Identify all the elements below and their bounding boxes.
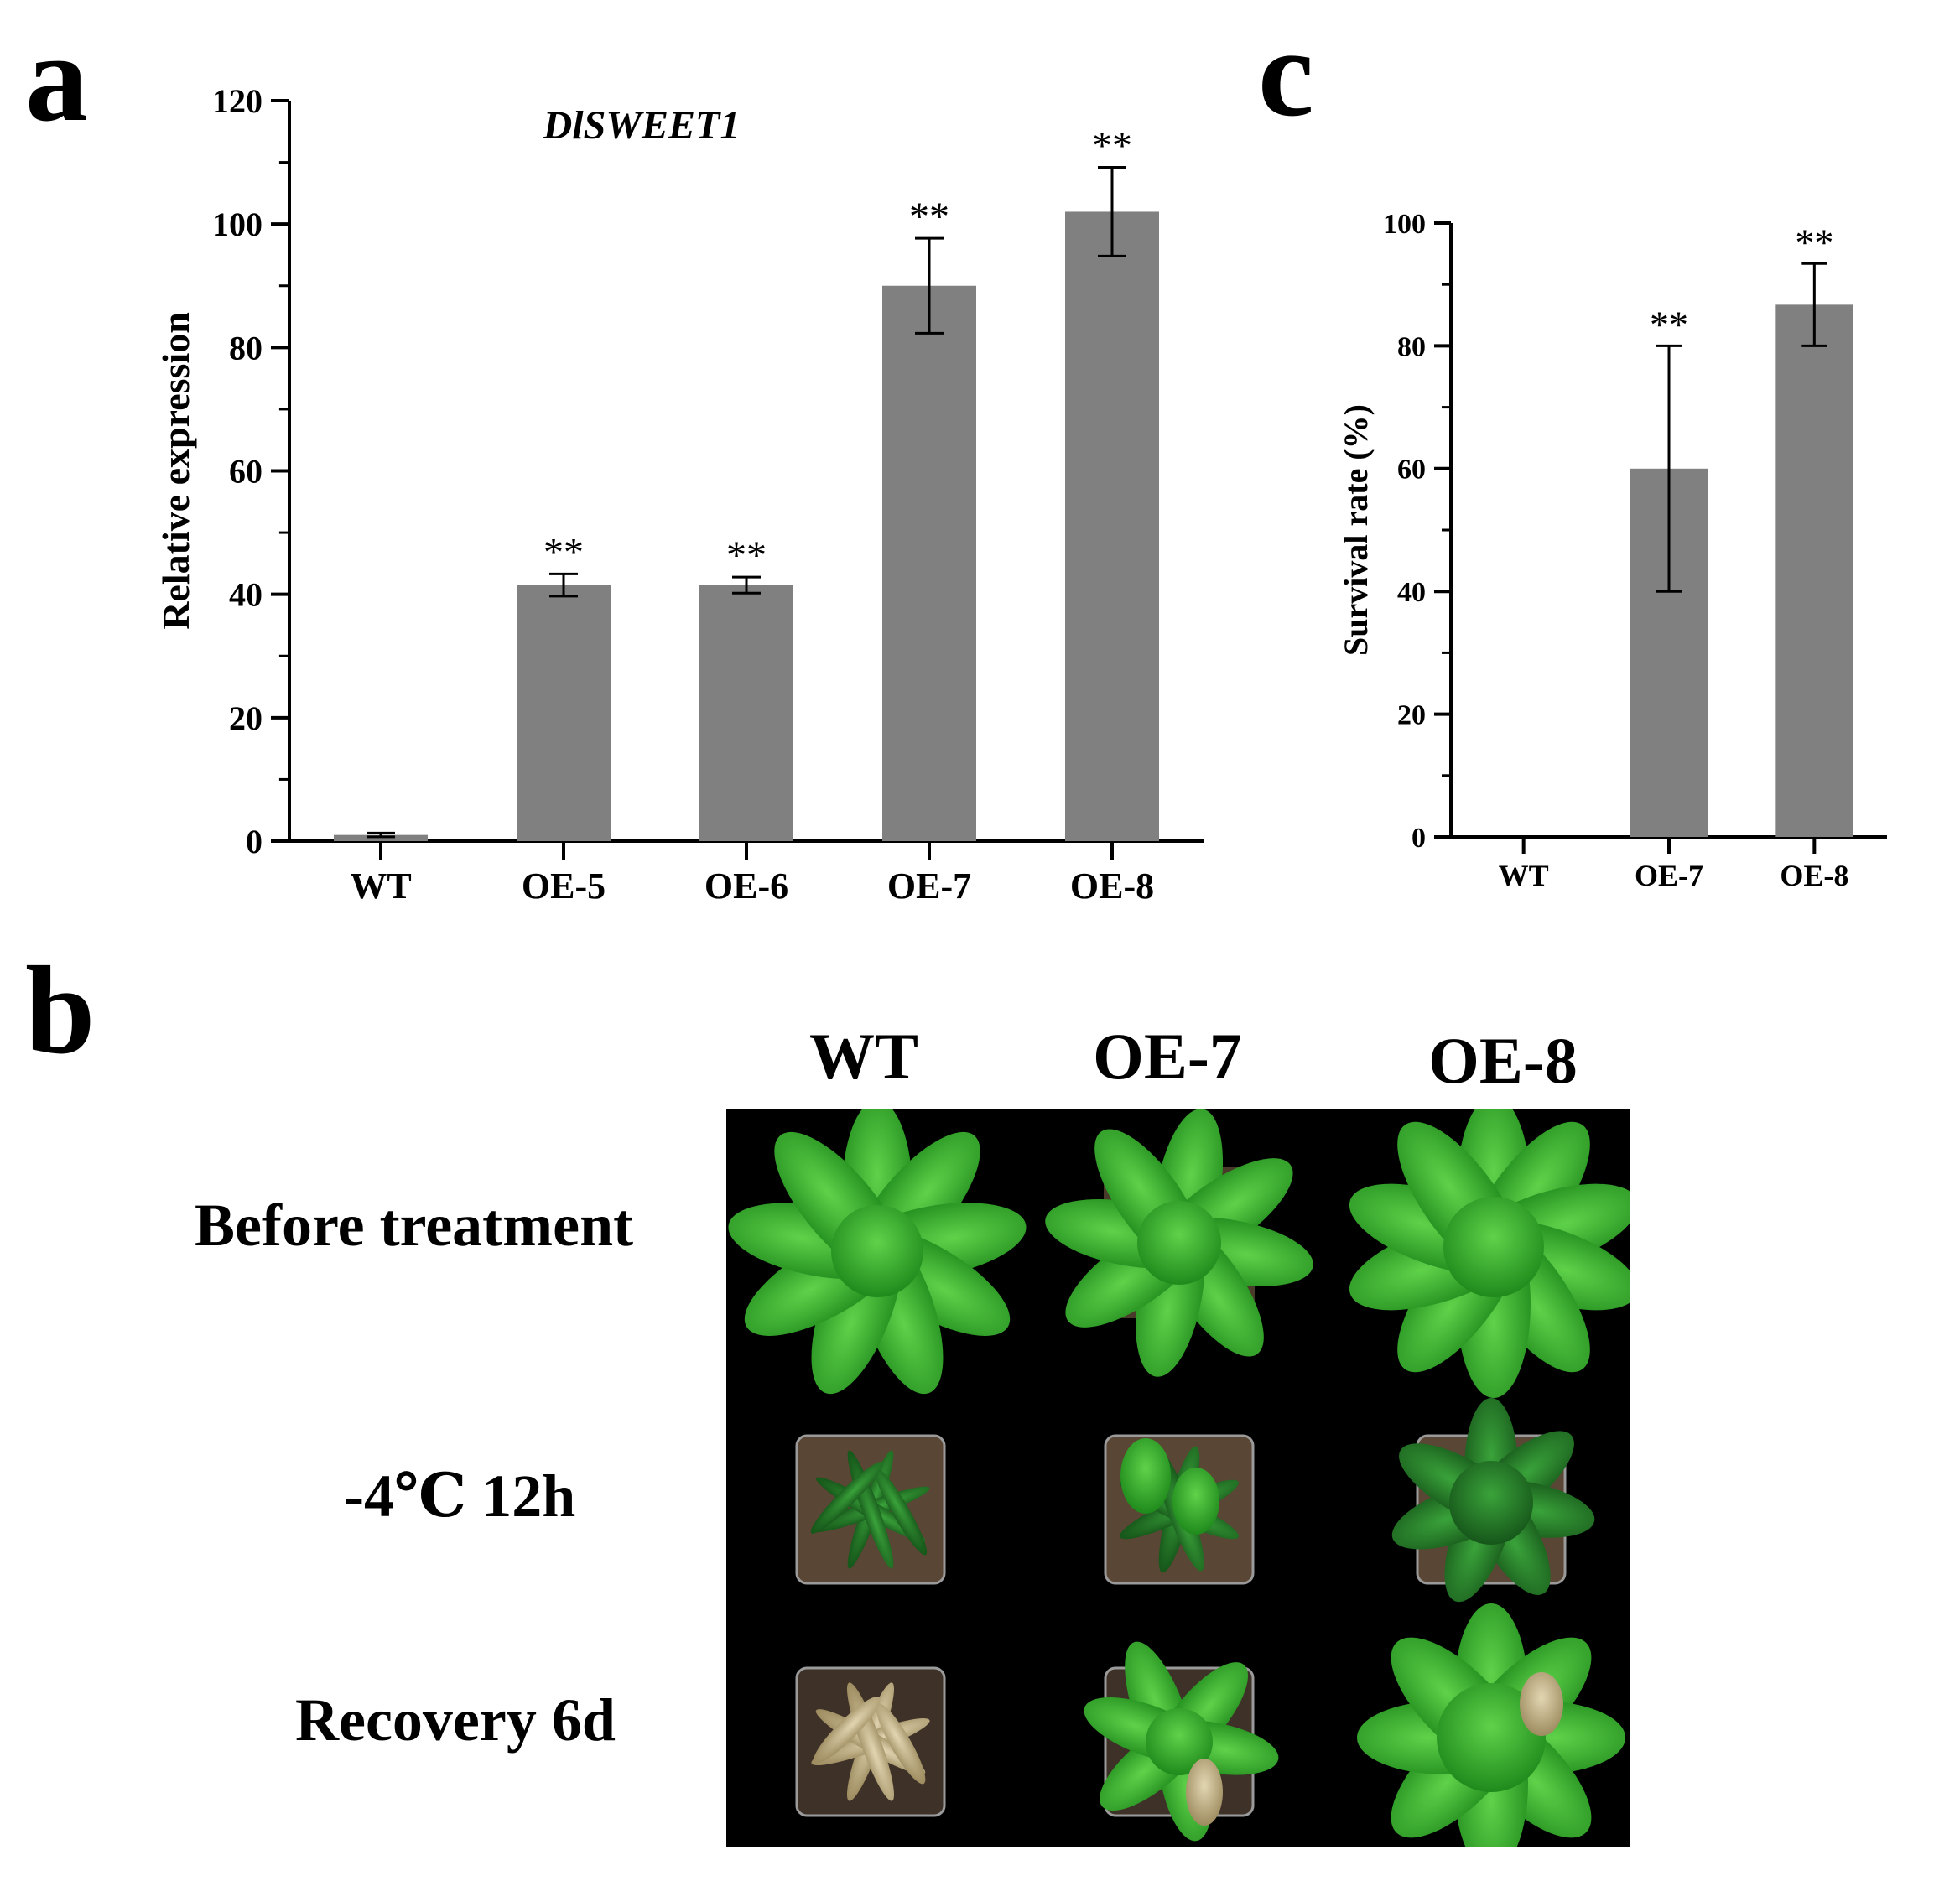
plant-oe-7-recovery [1084, 1641, 1279, 1842]
chart-c-survival-rate: 0 20 40 60 80 100 WT OE-7 ** OE-8 ** Survival rate … [1337, 209, 1887, 892]
photo-row-label-recovery: Recovery 6d [295, 1686, 616, 1754]
x-tick-label-wt: WT [1499, 859, 1549, 892]
y-tick-label: 20 [1397, 700, 1426, 731]
significance-marker: ** [543, 530, 584, 574]
y-tick-label: 40 [229, 576, 263, 614]
y-tick-label: 100 [1383, 209, 1426, 240]
x-tick-label-oe-5: OE-5 [522, 865, 606, 907]
bar-oe-7 [882, 285, 976, 841]
plant-wt-before [728, 1100, 1027, 1395]
bar-oe-8 [1775, 304, 1853, 838]
panel-letter-b: b [25, 941, 96, 1080]
significance-marker: ** [1092, 123, 1132, 168]
photo-col-label-oe-8: OE-8 [1428, 1024, 1578, 1097]
plant-oe-8-recovery [1357, 1603, 1625, 1872]
bar-oe-5 [517, 585, 611, 841]
plant-oe-8-cold [1391, 1398, 1595, 1603]
plant-oe-8-before [1349, 1096, 1639, 1398]
significance-marker: ** [1650, 303, 1688, 346]
plant-photo-panel [726, 1096, 1639, 1872]
panel-letter-a: a [25, 8, 88, 148]
x-tick-label-oe-7: OE-7 [887, 865, 971, 907]
y-tick-label: 20 [229, 699, 263, 737]
x-tick-label-oe-6: OE-6 [704, 865, 788, 907]
y-tick-label: 80 [229, 329, 263, 366]
y-axis-label: Relative expression [154, 312, 197, 630]
x-tick-label-oe-8: OE-8 [1780, 859, 1848, 892]
chart-title: DlSWEET1 [543, 103, 741, 148]
significance-marker: ** [726, 533, 767, 578]
y-tick-label: 0 [1412, 823, 1426, 854]
y-tick-label: 60 [229, 453, 263, 491]
y-tick-label: 120 [212, 82, 263, 120]
photo-row-label-cold-treatment: -4℃ 12h [344, 1463, 576, 1530]
photo-row-label-before-treatment: Before treatment [195, 1192, 634, 1259]
x-tick-label-oe-8: OE-8 [1070, 865, 1154, 907]
significance-marker: ** [909, 195, 949, 239]
y-axis-label: Survival rate (%) [1337, 404, 1375, 656]
plant-oe-7-before [1045, 1109, 1313, 1377]
y-tick-label: 40 [1397, 577, 1426, 608]
y-tick-label: 100 [212, 205, 263, 243]
plant-wt-cold [795, 1434, 946, 1585]
x-tick-label-oe-7: OE-7 [1635, 859, 1703, 892]
plant-oe-7-cold [1104, 1434, 1255, 1585]
x-tick-label-wt: WT [350, 865, 411, 907]
y-tick-label: 60 [1397, 455, 1426, 486]
photo-col-label-wt: WT [808, 1020, 919, 1093]
panel-letter-c: c [1258, 3, 1314, 143]
bar-oe-6 [699, 585, 793, 841]
bar-oe-8 [1065, 211, 1159, 841]
chart-a-relative-expression: 0 20 40 60 80 100 120 WT OE-5 ** OE-6 ** OE-7 ** OE-8 *… [154, 82, 1204, 907]
photo-col-label-oe-7: OE-7 [1093, 1020, 1242, 1093]
plant-wt-recovery [795, 1666, 946, 1817]
significance-marker: ** [1795, 221, 1833, 263]
y-tick-label: 80 [1397, 331, 1426, 362]
y-tick-label: 0 [246, 823, 263, 860]
